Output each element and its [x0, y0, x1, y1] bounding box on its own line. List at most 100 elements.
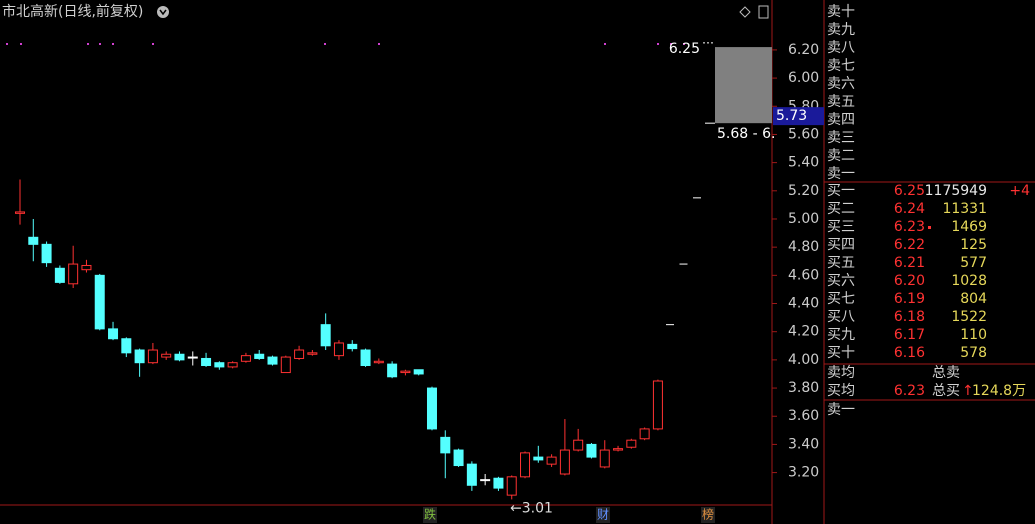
y-tick-label: 6.20: [788, 42, 819, 58]
bid-price: 6.23: [894, 219, 925, 235]
range-box: [715, 47, 772, 124]
ask-label: 卖一: [827, 166, 855, 182]
low-label: ←3.01: [510, 500, 553, 516]
candle-body: [201, 357, 212, 367]
diamond-icon[interactable]: [739, 6, 751, 18]
y-tick-label: 4.40: [788, 296, 819, 312]
ask-label: 卖六: [827, 76, 855, 92]
candle-body: [546, 456, 557, 465]
candle-body: [187, 356, 198, 359]
candle-body: [413, 369, 424, 375]
candle-body: [440, 436, 451, 454]
bid-volume: 1469: [951, 219, 987, 235]
bid-label: 买七: [827, 291, 855, 307]
bid-price: 6.16: [894, 345, 925, 361]
total-buy: 124.8万: [972, 383, 1026, 399]
y-tick-label: 5.00: [788, 211, 819, 227]
current-price-bg: [773, 107, 824, 126]
bid-label: 买四: [827, 237, 855, 253]
bid-volume: 1522: [951, 309, 987, 325]
candle-body: [493, 477, 504, 489]
avg-buy: 6.23: [894, 383, 925, 399]
candle-body: [320, 324, 331, 347]
bid-price: 6.18: [894, 309, 925, 325]
bid-price: 6.19: [894, 291, 925, 307]
candle-body: [652, 380, 663, 430]
avg-buy-label: 买均: [827, 383, 855, 399]
candle-body: [294, 349, 305, 359]
title-dropdown[interactable]: [157, 6, 169, 18]
bid-label: 买八: [827, 309, 855, 325]
y-tick-label: 3.80: [788, 380, 819, 396]
last-row-label: 卖一: [827, 402, 855, 418]
candle-body: [240, 355, 251, 362]
candle-body: [41, 243, 52, 264]
bid-volume: 11331: [942, 201, 987, 217]
total-buy-arrow: ↑: [962, 383, 974, 399]
candle-body: [599, 449, 610, 468]
candle-body: [121, 338, 132, 354]
candle-body: [174, 353, 185, 361]
candle-body: [108, 328, 119, 340]
candle-body: [639, 428, 650, 440]
candle-body: [254, 353, 265, 359]
event-marker-bg: [596, 507, 610, 523]
event-marker-bg: [423, 507, 437, 523]
bid-price: 6.22: [894, 237, 925, 253]
window-icon[interactable]: [758, 5, 769, 19]
stock-title[interactable]: 市北高新(日线,前复权): [2, 3, 143, 20]
bid-price: 6.21: [894, 255, 925, 271]
candle-body: [573, 439, 584, 451]
bid-volume: 1028: [951, 273, 987, 289]
current-price: 5.73: [776, 108, 807, 124]
bid-label: 买三: [827, 219, 855, 235]
candle-body: [161, 353, 172, 358]
candle-body: [400, 370, 411, 374]
bid-volume: 804: [960, 291, 987, 307]
candle-body: [68, 263, 79, 285]
candle-body: [81, 264, 92, 271]
y-tick-label: 5.20: [788, 183, 819, 199]
candle-body: [54, 267, 65, 283]
candle-body: [586, 443, 597, 458]
candle-body: [506, 476, 517, 496]
y-tick-label: 4.60: [788, 267, 819, 283]
event-marker: 跌: [424, 507, 436, 522]
y-tick-label: 4.80: [788, 239, 819, 255]
candle-body: [559, 449, 570, 475]
candle-body: [267, 356, 278, 365]
dropdown-arrow: [159, 9, 167, 16]
signal-dots: [6, 43, 685, 45]
candle-body: [626, 439, 637, 448]
candle-body: [94, 274, 105, 330]
bid-price: 6.17: [894, 327, 925, 343]
candle-body: [613, 448, 624, 451]
y-tick-label: 4.00: [788, 352, 819, 368]
ask-label: 卖四: [827, 112, 855, 128]
y-tick-label: 4.20: [788, 324, 819, 340]
avg-sell-label: 卖均: [827, 365, 855, 381]
candle-body: [373, 360, 384, 364]
ask-label: 卖八: [827, 40, 855, 56]
y-tick-label: 3.60: [788, 408, 819, 424]
ask-label: 卖五: [827, 94, 855, 110]
y-tick-label: 6.00: [788, 70, 819, 86]
bid-label: 买九: [827, 327, 855, 343]
bid-price: 6.24: [894, 201, 925, 217]
candle-body: [227, 362, 238, 368]
ask-label: 卖九: [827, 22, 855, 38]
candle-body: [520, 452, 531, 478]
bid-label: 买一: [827, 183, 855, 199]
candle-body: [280, 356, 291, 374]
candle-body: [147, 349, 158, 364]
candle-body: [480, 479, 491, 482]
event-marker: 财: [597, 508, 609, 522]
ask-label: 卖三: [827, 130, 855, 146]
bid-label: 买十: [827, 345, 855, 361]
bid-marker: [928, 226, 931, 229]
event-marker: 榜: [702, 507, 714, 522]
total-buy-label: 总买: [932, 383, 960, 399]
bid-volume: 110: [960, 327, 987, 343]
candle-body: [347, 343, 358, 350]
